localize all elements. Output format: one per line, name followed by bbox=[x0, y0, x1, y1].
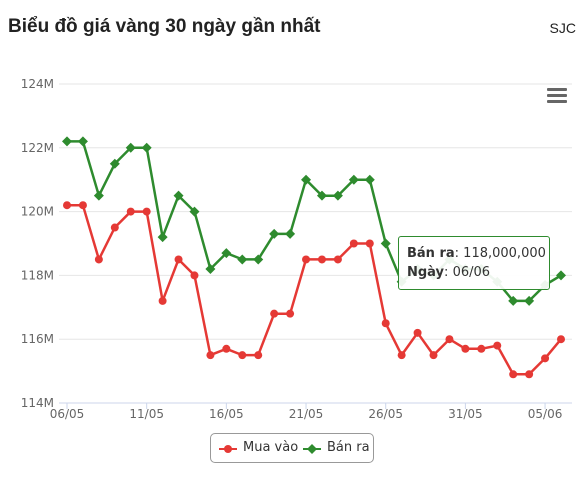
y-tick-label: 116M bbox=[21, 332, 54, 346]
buy-point bbox=[349, 239, 358, 248]
x-tick-label: 06/05 bbox=[50, 407, 85, 421]
sell-point bbox=[253, 254, 264, 265]
sell-point bbox=[173, 190, 184, 201]
tooltip-colon-2: : bbox=[444, 265, 453, 280]
sell-point bbox=[77, 136, 88, 147]
buy-point bbox=[509, 370, 518, 379]
buy-point bbox=[461, 344, 470, 353]
sell-point bbox=[332, 190, 343, 201]
tooltip-label-1: Bán ra bbox=[407, 246, 455, 261]
buy-point bbox=[525, 370, 534, 379]
sell-point bbox=[221, 248, 232, 259]
buy-point bbox=[110, 223, 119, 232]
buy-point bbox=[222, 344, 231, 353]
buy-point bbox=[397, 351, 406, 360]
legend-sell-label: Bán ra bbox=[327, 440, 370, 455]
buy-point bbox=[333, 255, 342, 264]
buy-point bbox=[493, 341, 502, 350]
buy-point bbox=[302, 255, 311, 264]
sell-point bbox=[62, 136, 72, 147]
sell-point bbox=[380, 238, 391, 249]
sell-point bbox=[524, 295, 535, 306]
sell-point bbox=[348, 174, 359, 185]
sell-point bbox=[301, 174, 312, 185]
tooltip: Bán ra: 118,000,000 Ngày: 06/06 bbox=[398, 236, 550, 290]
buy-point bbox=[541, 354, 550, 363]
buy-point bbox=[381, 319, 390, 328]
sell-point bbox=[556, 270, 566, 281]
legend-item-sell[interactable]: Bán ra bbox=[303, 440, 370, 455]
chart-legend: Mua vào Bán ra bbox=[210, 433, 374, 463]
sell-point bbox=[93, 190, 104, 201]
sell-point bbox=[125, 142, 136, 153]
sell-point bbox=[157, 232, 168, 243]
legend-item-buy[interactable]: Mua vào bbox=[219, 440, 298, 455]
y-tick-label: 120M bbox=[21, 205, 54, 219]
legend-sell-diamond-icon bbox=[307, 444, 317, 454]
sell-point bbox=[237, 254, 248, 265]
buy-point bbox=[445, 335, 454, 344]
buy-point bbox=[174, 255, 183, 264]
buy-point bbox=[317, 255, 326, 264]
x-tick-label: 11/05 bbox=[129, 407, 164, 421]
x-tick-label: 05/06 bbox=[528, 407, 563, 421]
buy-point bbox=[190, 271, 199, 280]
buy-point bbox=[477, 344, 486, 353]
tooltip-value-1: 118,000,000 bbox=[463, 246, 546, 261]
sell-point bbox=[285, 228, 296, 239]
buy-point bbox=[94, 255, 103, 264]
buy-point bbox=[365, 239, 374, 248]
chart-title: Biểu đồ giá vàng 30 ngày gần nhất bbox=[8, 16, 321, 37]
x-axis: 06/05 11/05 16/05 21/05 26/05 31/05 05/06 bbox=[50, 402, 572, 421]
buy-point bbox=[63, 201, 71, 210]
buy-point bbox=[158, 296, 167, 305]
buy-point bbox=[557, 335, 565, 344]
sell-point bbox=[269, 228, 280, 239]
x-tick-label: 26/05 bbox=[368, 407, 403, 421]
sell-point bbox=[205, 264, 216, 275]
tooltip-label-2: Ngày bbox=[407, 265, 445, 280]
legend-buy-dot-icon bbox=[224, 445, 232, 453]
tooltip-colon-1: : bbox=[454, 246, 464, 261]
buy-point bbox=[254, 351, 263, 360]
legend-buy-label: Mua vào bbox=[243, 440, 299, 455]
sell-point bbox=[109, 158, 120, 169]
sell-point bbox=[189, 206, 200, 217]
y-tick-label: 118M bbox=[21, 268, 54, 282]
x-tick-label: 21/05 bbox=[289, 407, 324, 421]
sell-point bbox=[316, 190, 327, 201]
y-tick-label: 124M bbox=[21, 77, 54, 91]
buy-point bbox=[429, 351, 438, 360]
x-tick-label: 16/05 bbox=[209, 407, 244, 421]
y-tick-label: 122M bbox=[21, 141, 54, 155]
y-tick-label: 114M bbox=[21, 396, 54, 410]
y-axis-labels: 114M 116M 118M 120M 122M 124M bbox=[21, 77, 54, 410]
buy-point bbox=[78, 201, 87, 210]
sell-point bbox=[364, 174, 375, 185]
x-tick-label: 31/05 bbox=[448, 407, 483, 421]
buy-point bbox=[206, 351, 215, 360]
sell-point bbox=[141, 142, 152, 153]
buy-point bbox=[142, 207, 151, 216]
hamburger-menu-icon[interactable] bbox=[547, 88, 567, 104]
buy-point bbox=[413, 328, 422, 337]
buy-point bbox=[286, 309, 295, 318]
buy-point bbox=[126, 207, 135, 216]
tooltip-value-2: 06/06 bbox=[452, 265, 491, 280]
buy-point bbox=[238, 351, 247, 360]
source-label: SJC bbox=[549, 20, 576, 36]
buy-point bbox=[270, 309, 279, 318]
sell-point bbox=[508, 295, 519, 306]
